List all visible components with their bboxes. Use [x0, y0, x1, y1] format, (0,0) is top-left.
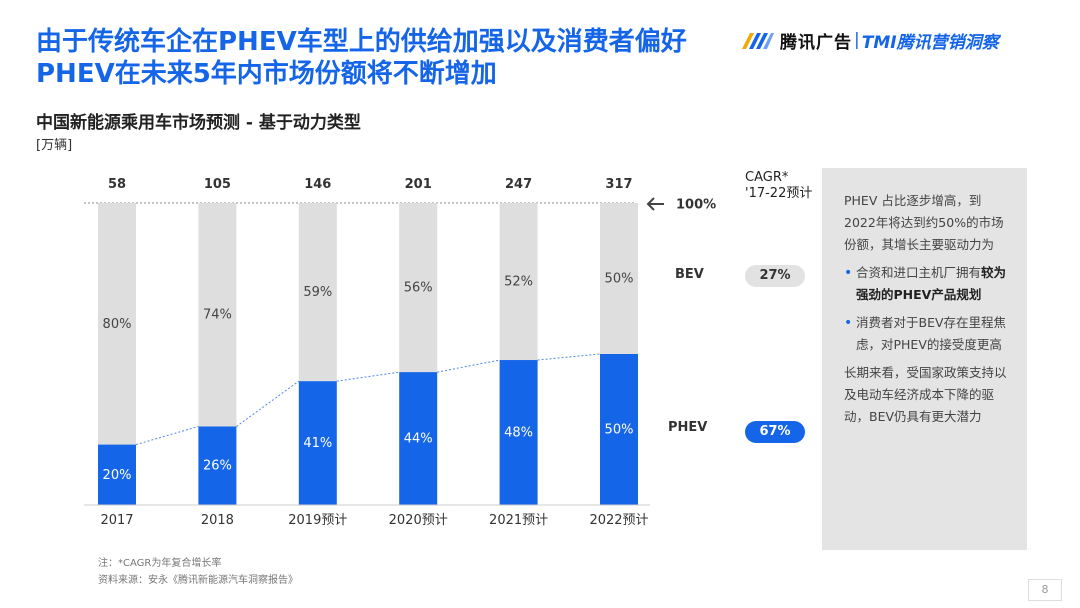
bar-phev-4: [499, 360, 538, 505]
panel-bullet-1-text: 合资和进口主机厂拥有: [856, 265, 982, 280]
panel-intro: PHEV 占比逐步增高，到2022年将达到约50%的市场份额，其增长主要驱动力为: [844, 193, 1004, 252]
cagr-phev-badge: 67%: [745, 421, 805, 443]
reference-line-label: 100%: [676, 198, 716, 213]
x-tick-label-4: 2021预计: [489, 513, 548, 528]
bar-phev-5: [600, 354, 638, 505]
footnotes: 注：*CAGR为年复合增长率 资料来源：安永《腾讯新能源汽车洞察报告》: [98, 555, 298, 589]
cagr-header-line-1: CAGR*: [745, 170, 789, 185]
bar-phev-label-5: 50%: [605, 423, 634, 438]
panel-outro: 长期来看，受国家政策支持以及电动车经济成本下降的驱动，BEV仍具有更大潜力: [844, 365, 1007, 424]
bar-bev-0: [98, 203, 136, 445]
bar-phev-1: [198, 426, 237, 505]
bar-total-label-2: 146: [304, 177, 331, 192]
x-tick-label-1: 2018: [201, 513, 234, 528]
bar-total-label-1: 105: [204, 177, 231, 192]
headline-line-2: PHEV在未来5年内市场份额将不断增加: [36, 59, 497, 89]
x-tick-label-3: 2020预计: [389, 513, 448, 528]
bar-bev-1: [198, 203, 237, 427]
bar-bev-label-0: 80%: [103, 317, 132, 332]
bar-bev-label-4: 52%: [504, 275, 533, 290]
bar-bev-4: [499, 203, 538, 361]
series-label-phev: PHEV: [668, 420, 708, 435]
chart-subtitle: 中国新能源乘用车市场预测 - 基于动力类型: [36, 113, 361, 133]
bar-bev-label-2: 59%: [303, 285, 332, 300]
bar-phev-2: [298, 381, 337, 505]
headline: 由于传统车企在PHEV车型上的供给加强以及消费者偏好 PHEV在未来5年内市场份…: [36, 26, 736, 90]
brand-logo: 腾讯广告 | TMI腾讯营销洞察: [740, 26, 999, 54]
panel-bullet-1: 合资和进口主机厂拥有较为强劲的PHEV产品规划: [844, 262, 1011, 306]
footnote-cagr: 注：*CAGR为年复合增长率: [98, 558, 222, 569]
cagr-header-line-2: '17-22预计: [745, 186, 813, 201]
bar-bev-3: [399, 203, 438, 373]
arrow-left-icon: [646, 197, 664, 211]
logo-brand-text: 腾讯广告: [780, 32, 852, 53]
stacked-bar-chart: 100% 80% 20% 58 2017 74% 26% 105 2018 59% 41% 146 20…: [84, 177, 716, 528]
logo-separator: |: [854, 30, 860, 50]
phev-trend-line: [135, 353, 601, 446]
insight-panel: PHEV 占比逐步增高，到2022年将达到约50%的市场份额，其增长主要驱动力为…: [822, 168, 1027, 550]
bar-bev-2: [298, 203, 337, 382]
logo-stripes-icon: [742, 33, 774, 49]
footnote-source: 资料来源：安永《腾讯新能源汽车洞察报告》: [98, 575, 298, 586]
bar-bev-label-3: 56%: [404, 281, 433, 296]
bar-phev-label-1: 26%: [203, 459, 232, 474]
bar-phev-label-2: 41%: [303, 436, 332, 451]
bar-total-label-3: 201: [405, 177, 432, 192]
chart-unit: [万辆]: [36, 138, 73, 153]
bar-total-label-5: 317: [605, 177, 632, 192]
panel-bullet-1-bold: 较为强劲的PHEV产品规划: [856, 265, 1007, 302]
bar-phev-0: [98, 444, 136, 505]
x-tick-label-2: 2019预计: [288, 513, 347, 528]
bar-total-label-0: 58: [108, 177, 126, 192]
bar-phev-label-4: 48%: [504, 426, 533, 441]
bar-bev-label-5: 50%: [605, 272, 634, 287]
x-tick-label-0: 2017: [100, 513, 133, 528]
bar-bev-5: [600, 203, 638, 354]
x-tick-label-5: 2022预计: [589, 513, 648, 528]
bar-phev-3: [399, 372, 438, 505]
bar-bev-label-1: 74%: [203, 308, 232, 323]
headline-line-1: 由于传统车企在PHEV车型上的供给加强以及消费者偏好: [36, 27, 687, 57]
bar-phev-label-3: 44%: [404, 432, 433, 447]
logo-sub-text: TMI腾讯营销洞察: [861, 32, 999, 53]
cagr-bev-badge: 27%: [745, 265, 805, 287]
cagr-header: CAGR* '17-22预计: [745, 170, 812, 202]
series-label-bev: BEV: [675, 267, 704, 282]
page-number: 8: [1028, 579, 1062, 601]
bar-total-label-4: 247: [505, 177, 532, 192]
bar-phev-label-0: 20%: [103, 468, 132, 483]
panel-bullet-2: 消费者对于BEV存在里程焦虑，对PHEV的接受度更高: [844, 312, 1011, 356]
